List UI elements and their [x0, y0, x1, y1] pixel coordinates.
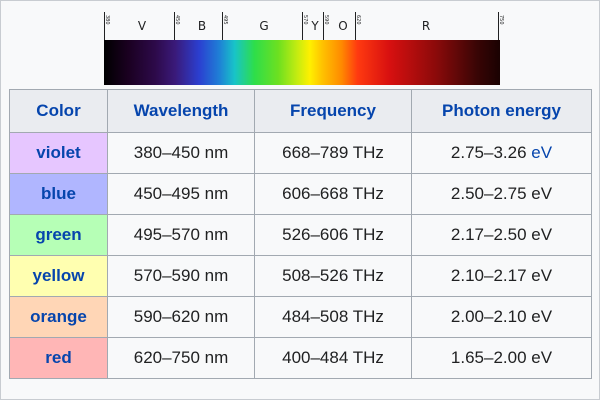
energy-cell: 2.17–2.50 eV: [411, 214, 592, 256]
energy-unit: eV: [531, 348, 553, 367]
energy-value: 1.65–2.00: [450, 348, 527, 367]
energy-unit: eV: [531, 266, 553, 285]
tick-label-450: 450: [174, 15, 180, 25]
table-header-row: Color Wavelength Frequency Photon energy: [9, 89, 592, 133]
spectrum-graphic: 380 450 495 570 590 620 750 V B G Y O R: [2, 2, 598, 88]
wavelength-cell: 450–495 nm: [107, 173, 255, 215]
energy-value: 2.50–2.75: [450, 184, 527, 203]
band-letter-green: G: [259, 19, 269, 33]
tick-570: [302, 12, 303, 40]
frequency-cell: 668–789 THz: [254, 132, 412, 174]
band-letter-blue: B: [197, 19, 207, 33]
energy-value: 2.00–2.10: [450, 307, 527, 326]
energy-cell: 1.65–2.00 eV: [411, 337, 592, 379]
frequency-cell: 526–606 THz: [254, 214, 412, 256]
energy-unit: eV: [531, 307, 553, 326]
table-row: yellow 570–590 nm 508–526 THz 2.10–2.17 …: [9, 255, 592, 297]
color-cell-blue[interactable]: blue: [9, 173, 108, 215]
header-wavelength[interactable]: Wavelength: [107, 89, 255, 133]
frequency-cell: 484–508 THz: [254, 296, 412, 338]
spectrum-table: Color Wavelength Frequency Photon energy…: [9, 89, 592, 379]
wavelength-cell: 380–450 nm: [107, 132, 255, 174]
frequency-cell: 400–484 THz: [254, 337, 412, 379]
tick-label-570: 570: [302, 15, 308, 25]
table-row: blue 450–495 nm 606–668 THz 2.50–2.75 eV: [9, 173, 592, 215]
color-cell-yellow[interactable]: yellow: [9, 255, 108, 297]
tick-label-750: 750: [498, 15, 504, 25]
tick-495: [222, 12, 223, 40]
tick-450: [174, 12, 175, 40]
energy-cell: 2.00–2.10 eV: [411, 296, 592, 338]
tick-label-380: 380: [104, 15, 110, 25]
spectrum-gradient-bar: [104, 40, 500, 85]
header-color[interactable]: Color: [9, 89, 108, 133]
band-letter-yellow: Y: [311, 19, 319, 33]
table-row: red 620–750 nm 400–484 THz 1.65–2.00 eV: [9, 337, 592, 379]
tick-380: [104, 12, 105, 40]
band-letter-red: R: [421, 19, 431, 33]
header-frequency[interactable]: Frequency: [254, 89, 412, 133]
energy-cell: 2.50–2.75 eV: [411, 173, 592, 215]
wavelength-cell: 590–620 nm: [107, 296, 255, 338]
tick-590: [323, 12, 324, 40]
band-letter-violet: V: [137, 19, 147, 33]
table-row: green 495–570 nm 526–606 THz 2.17–2.50 e…: [9, 214, 592, 256]
tick-label-495: 495: [222, 15, 228, 25]
energy-unit: eV: [531, 225, 553, 244]
wavelength-cell: 620–750 nm: [107, 337, 255, 379]
color-cell-red[interactable]: red: [9, 337, 108, 379]
energy-value: 2.10–2.17: [450, 266, 527, 285]
wavelength-cell: 495–570 nm: [107, 214, 255, 256]
frequency-cell: 508–526 THz: [254, 255, 412, 297]
color-cell-green[interactable]: green: [9, 214, 108, 256]
spectrum-scale: 380 450 495 570 590 620 750 V B G Y O R: [104, 12, 504, 40]
energy-value: 2.17–2.50: [450, 225, 527, 244]
energy-value: 2.75–3.26: [450, 143, 527, 162]
header-photon-energy[interactable]: Photon energy: [411, 89, 592, 133]
table-row: violet 380–450 nm 668–789 THz 2.75–3.26 …: [9, 132, 592, 174]
tick-620: [355, 12, 356, 40]
color-cell-orange[interactable]: orange: [9, 296, 108, 338]
wavelength-cell: 570–590 nm: [107, 255, 255, 297]
table-row: orange 590–620 nm 484–508 THz 2.00–2.10 …: [9, 296, 592, 338]
tick-label-590: 590: [323, 15, 329, 25]
tick-750: [498, 12, 499, 40]
color-cell-violet[interactable]: violet: [9, 132, 108, 174]
energy-unit: eV: [531, 184, 553, 203]
energy-cell: 2.75–3.26 eV: [411, 132, 592, 174]
tick-label-620: 620: [355, 15, 361, 25]
energy-cell: 2.10–2.17 eV: [411, 255, 592, 297]
energy-unit-link[interactable]: eV: [531, 143, 553, 162]
frequency-cell: 606–668 THz: [254, 173, 412, 215]
band-letter-orange: O: [338, 19, 348, 33]
